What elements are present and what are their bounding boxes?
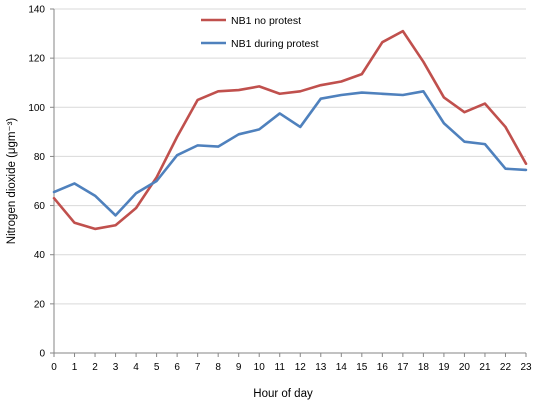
x-tick-label: 4	[133, 362, 139, 373]
x-tick-label: 7	[195, 362, 201, 373]
x-tick-label: 13	[315, 362, 327, 373]
series-line-1	[52, 29, 528, 231]
y-tick-label: 80	[34, 152, 46, 163]
y-tick-label: 60	[34, 201, 46, 212]
x-tick-label: 20	[459, 362, 471, 373]
series-line-2	[52, 90, 528, 217]
x-tick-label: 15	[356, 362, 368, 373]
legend: NB1 no protest NB1 during protest	[201, 15, 319, 50]
x-tick-label: 12	[295, 362, 307, 373]
x-tick-label: 6	[174, 362, 180, 373]
series-lines	[52, 29, 528, 231]
x-tick-label: 8	[215, 362, 221, 373]
x-tick-label: 10	[254, 362, 266, 373]
x-tick-label: 16	[377, 362, 389, 373]
y-axis-label: Nitrogen dioxide (μgm⁻³)	[6, 118, 18, 245]
y-tick-label: 40	[34, 250, 46, 261]
x-tick-label: 18	[418, 362, 430, 373]
x-tick-label: 21	[479, 362, 491, 373]
x-tick-label: 22	[500, 362, 512, 373]
x-tick-label: 2	[92, 362, 98, 373]
x-tick-label: 19	[438, 362, 450, 373]
axes	[50, 8, 527, 357]
x-tick-label: 17	[397, 362, 409, 373]
y-tick-label: 100	[28, 103, 45, 114]
x-tick-label: 1	[72, 362, 78, 373]
legend-label: NB1 during protest	[231, 38, 319, 50]
legend-label: NB1 no protest	[231, 15, 301, 27]
x-tick-label: 0	[51, 362, 57, 373]
x-tick-label: 14	[336, 362, 348, 373]
x-tick-label: 11	[275, 362, 286, 373]
x-tick-label: 3	[113, 362, 119, 373]
y-tick-label: 0	[39, 349, 45, 360]
y-tick-label: 140	[28, 5, 45, 16]
y-tick-label: 120	[28, 54, 45, 65]
gridlines	[54, 8, 526, 305]
x-axis-label: Hour of day	[253, 388, 313, 400]
x-tick-label: 23	[520, 362, 532, 373]
x-tick-label: 5	[154, 362, 160, 373]
x-tick-label: 9	[236, 362, 242, 373]
y-tick-label: 20	[34, 299, 46, 310]
